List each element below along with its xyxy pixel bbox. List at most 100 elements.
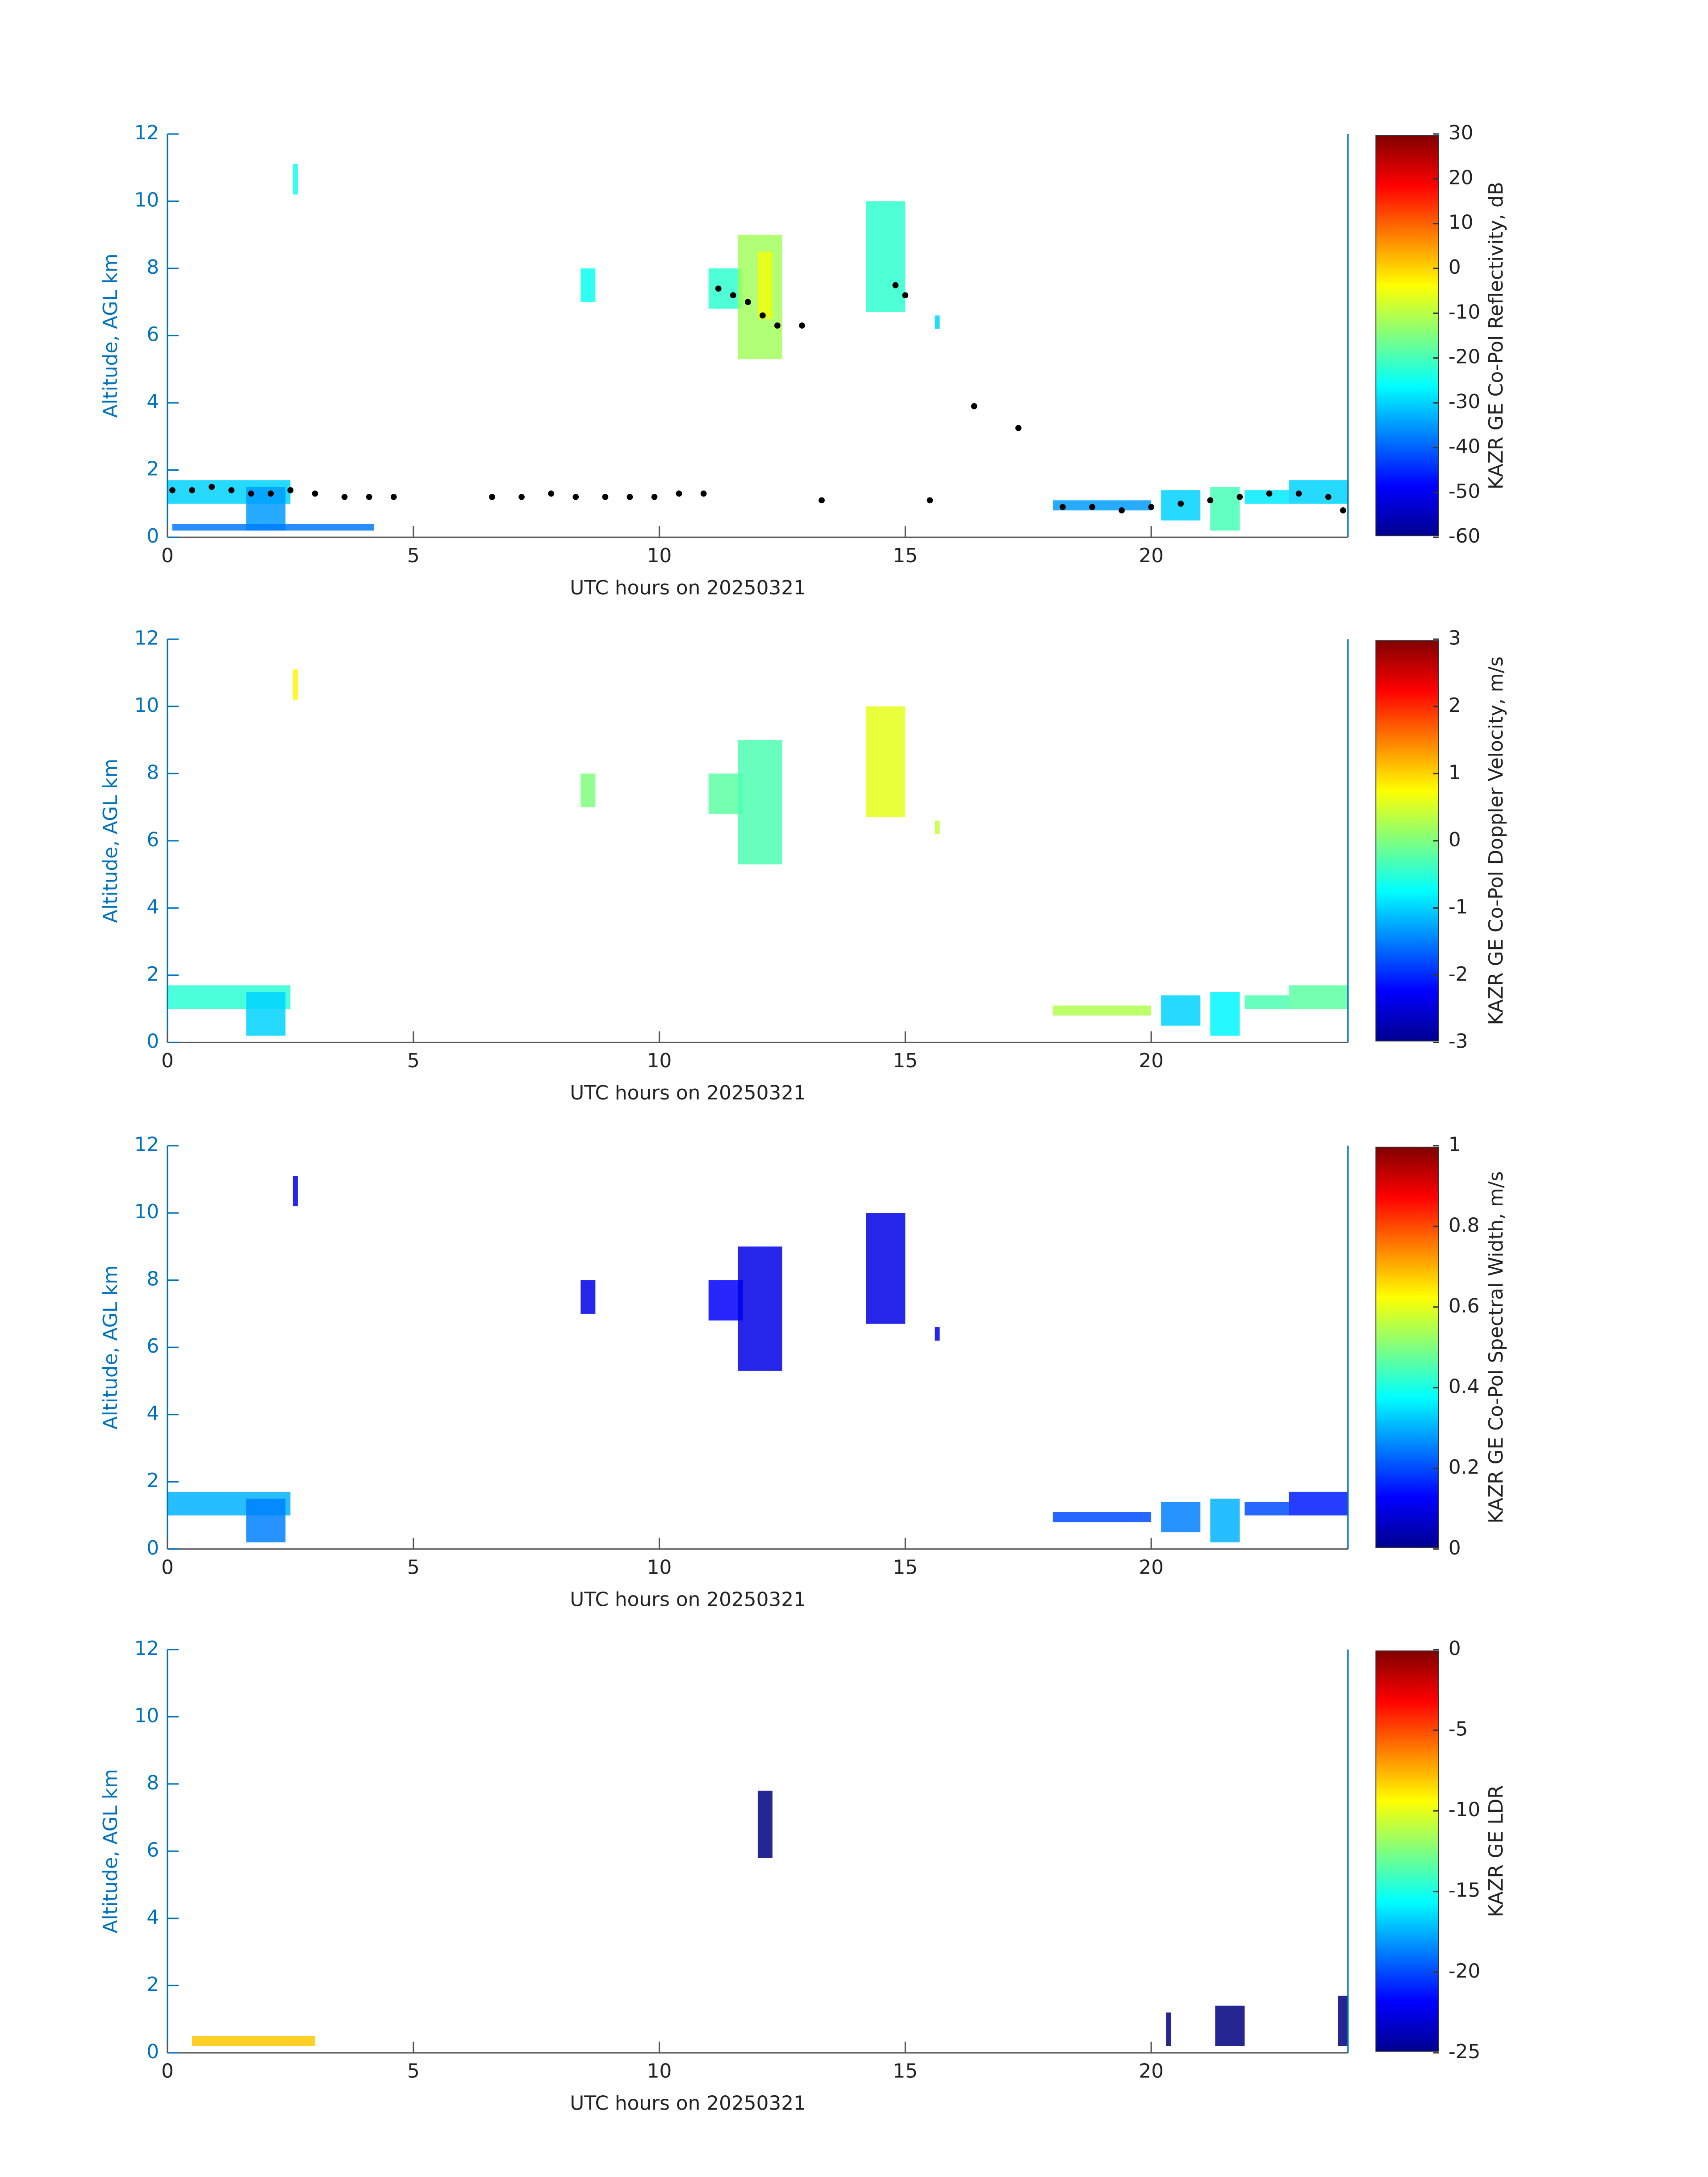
y-tick-label: 4 [146,895,159,918]
point [902,292,909,299]
y-tick-label: 6 [146,323,159,346]
point [390,493,397,500]
colorbar-tick-label: -2 [1449,963,1468,986]
colorbar-tick-label: 0 [1449,1537,1461,1559]
point [819,497,825,504]
y-tick-label: 12 [134,1133,159,1156]
colorbar-tick-label: 0.4 [1449,1375,1480,1398]
y-axis-label: Altitude, AGL km [99,1769,122,1933]
echo [1210,1498,1240,1542]
point [1178,500,1184,507]
x-axis-label: UTC hours on 20250321 [570,1082,806,1104]
y-tick-label: 2 [146,963,159,986]
point [341,493,348,500]
x-axis-label: UTC hours on 20250321 [570,577,806,599]
echo [246,992,286,1036]
colorbar-tick-label: -25 [1449,2040,1480,2063]
colorbar [1375,1650,1439,2052]
colorbar-tick-label: -30 [1449,390,1480,413]
colorbar [1375,640,1439,1042]
echo [192,2036,315,2046]
echo [580,268,596,302]
y-tick-label: 0 [146,1030,159,1053]
y-tick-label: 8 [146,761,159,784]
x-tick-label: 0 [161,2060,174,2083]
x-tick-label: 0 [161,1556,174,1579]
echo [866,1213,906,1324]
colorbar-tick-label: 0.8 [1449,1214,1480,1237]
echo [1161,1502,1201,1533]
x-tick-label: 10 [647,1049,672,1072]
point [248,490,255,497]
y-axis-label: Altitude, AGL km [99,1265,122,1429]
x-axis-label: UTC hours on 20250321 [570,1588,806,1611]
point [760,312,766,319]
y-tick-label: 8 [146,1268,159,1291]
point [189,487,195,493]
y-tick-label: 10 [134,1704,159,1727]
y-tick-label: 6 [146,1839,159,1861]
colorbar-tick-label: -10 [1449,1798,1480,1821]
y-tick-label: 6 [146,828,159,851]
point [700,490,707,497]
colorbar [1375,135,1439,536]
colorbar-tick-label: -40 [1449,435,1480,458]
x-tick-label: 10 [647,1556,672,1579]
point [267,490,274,497]
point [1015,425,1022,431]
echo [1166,2012,1171,2046]
echo [292,669,298,700]
y-tick-label: 10 [134,189,159,212]
point [209,484,215,490]
x-tick-label: 20 [1139,2060,1164,2083]
point [971,403,977,409]
colorbar-label: KAZR GE Co-Pol Reflectivity, dB [1485,182,1508,489]
point [730,292,736,299]
colorbar-tick-label: 0 [1449,256,1461,279]
x-tick-label: 10 [647,544,672,567]
echo [246,1498,286,1542]
colorbar-tick-label: -60 [1449,525,1480,547]
point [676,490,682,497]
point [169,487,175,493]
echo [1338,1995,1348,2046]
echo [1052,500,1152,510]
echo [708,773,743,814]
point [1325,493,1332,500]
y-tick-label: 12 [134,1637,159,1660]
point [312,490,318,497]
point [228,487,235,493]
echo [1161,995,1201,1026]
colorbar-label: KAZR GE Co-Pol Doppler Velocity, m/s [1485,656,1508,1025]
y-tick-label: 2 [146,458,159,481]
point [1059,504,1066,510]
point [715,285,722,292]
point [774,322,781,329]
colorbar-label: KAZR GE Co-Pol Spectral Width, m/s [1485,1171,1508,1524]
y-tick-label: 8 [146,1772,159,1794]
y-tick-label: 12 [134,627,159,649]
colorbar-tick-label: 0 [1449,1637,1461,1660]
point [518,493,525,500]
y-axis-label: Altitude, AGL km [99,759,122,923]
point [1236,493,1243,500]
y-tick-label: 12 [134,121,159,144]
point [602,493,609,500]
colorbar-tick-label: -3 [1449,1030,1468,1053]
colorbar-tick-label: -50 [1449,480,1480,503]
echo [935,820,940,834]
point [744,299,751,305]
x-tick-label: 5 [407,2060,420,2083]
point [1266,490,1273,497]
y-tick-label: 10 [134,694,159,717]
y-tick-label: 4 [146,390,159,413]
colorbar-tick-label: 0.2 [1449,1456,1480,1479]
echo [1052,1005,1152,1016]
y-tick-label: 8 [146,256,159,279]
point [1089,504,1095,510]
point [1340,507,1346,514]
colorbar-tick-label: -5 [1449,1717,1468,1740]
point [572,493,579,500]
colorbar-tick-label: -1 [1449,895,1468,918]
